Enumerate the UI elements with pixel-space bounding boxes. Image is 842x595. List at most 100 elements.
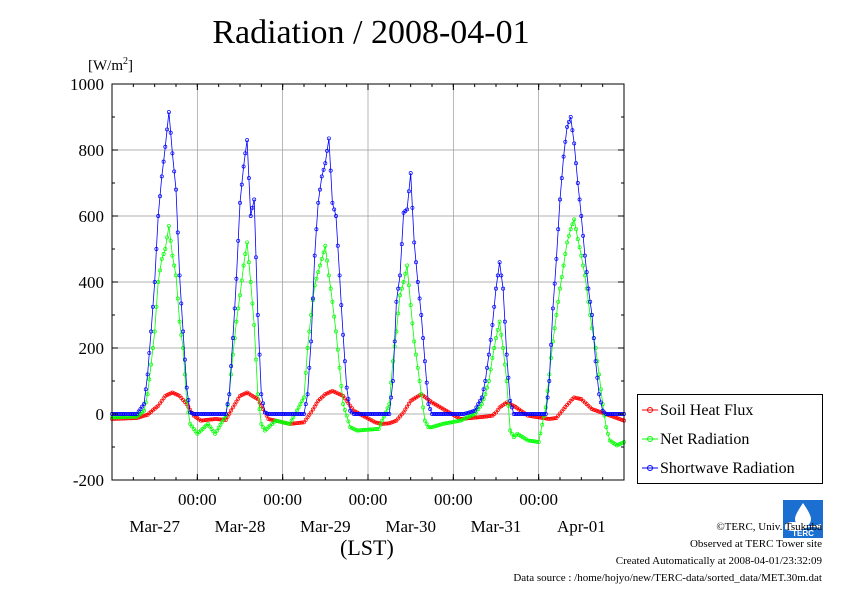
data-point (454, 419, 459, 424)
data-point (166, 392, 171, 397)
data-point (310, 296, 315, 301)
data-point (474, 415, 479, 420)
data-point (229, 372, 234, 377)
data-point (616, 416, 621, 421)
data-point (538, 431, 543, 436)
data-point (362, 427, 367, 432)
data-point (335, 391, 340, 396)
y-tick-label: -200 (73, 471, 104, 490)
data-point (190, 424, 194, 429)
data-point (488, 413, 493, 418)
data-point (266, 412, 271, 416)
data-point (467, 410, 472, 415)
series-layer (110, 110, 626, 448)
data-point (497, 260, 502, 265)
data-point (332, 314, 337, 319)
data-point (485, 385, 490, 390)
data-point (371, 427, 376, 432)
data-point (483, 392, 488, 397)
data-point (469, 409, 474, 414)
data-point (595, 409, 600, 413)
data-point (412, 240, 417, 245)
footer-copyright: ©TERC, Univ. Tsukuba (716, 521, 822, 533)
data-point (339, 303, 344, 308)
data-point (593, 359, 598, 364)
data-point (218, 412, 223, 416)
data-point (284, 412, 289, 416)
data-point (348, 425, 353, 430)
data-point (453, 419, 458, 424)
data-point (485, 414, 490, 419)
data-point (533, 412, 538, 416)
data-point (344, 385, 349, 390)
y-tick-label: 200 (79, 339, 105, 358)
data-point (399, 286, 404, 291)
data-point (355, 412, 360, 416)
data-point (222, 412, 226, 416)
data-point (410, 205, 415, 210)
data-point (618, 417, 623, 422)
data-point (547, 379, 552, 383)
data-point (419, 392, 424, 397)
data-point (300, 412, 305, 416)
data-point (458, 412, 463, 416)
data-point (380, 418, 385, 423)
data-point (124, 412, 129, 416)
data-point (326, 136, 331, 141)
data-point (161, 252, 166, 256)
data-point (378, 422, 383, 427)
data-point (250, 205, 255, 210)
data-point (410, 321, 415, 326)
data-point (590, 313, 594, 317)
data-point (382, 421, 386, 426)
data-point (474, 405, 479, 410)
data-point (444, 421, 449, 426)
data-point (582, 253, 587, 258)
data-point (257, 407, 262, 412)
data-point (310, 407, 315, 412)
data-point (335, 347, 340, 352)
data-point (463, 411, 468, 416)
data-point (174, 187, 178, 192)
data-point (245, 138, 250, 143)
data-point (300, 420, 305, 425)
data-point (126, 412, 130, 416)
data-point (417, 379, 422, 383)
data-point (179, 332, 184, 337)
data-point (326, 273, 331, 278)
x-tick-label-date: Mar-29 (300, 517, 351, 536)
data-point (154, 247, 159, 251)
data-point (303, 370, 308, 375)
data-point (305, 392, 310, 397)
data-point (159, 174, 164, 179)
data-point (486, 414, 491, 419)
data-point (158, 401, 162, 406)
data-point (337, 365, 342, 370)
y-tick-label: 400 (79, 273, 105, 292)
data-point (531, 412, 536, 416)
data-point (273, 418, 278, 423)
data-point (188, 410, 193, 415)
data-point (302, 420, 306, 425)
data-point (181, 346, 186, 350)
data-point (499, 332, 504, 337)
data-point (550, 306, 555, 311)
data-point (566, 233, 571, 238)
data-point (417, 296, 422, 301)
data-point (230, 405, 235, 410)
data-point (534, 439, 539, 444)
data-point (175, 296, 180, 301)
data-point (510, 431, 514, 436)
logo-text: TERC (792, 529, 814, 538)
data-point (131, 412, 136, 416)
data-point (527, 438, 532, 443)
data-point (371, 412, 376, 416)
data-point (165, 235, 170, 240)
data-point (227, 392, 232, 397)
data-point (550, 416, 555, 421)
data-point (597, 409, 602, 414)
data-point (252, 197, 257, 202)
data-point (378, 412, 383, 416)
data-point (421, 405, 426, 410)
data-point (424, 421, 429, 426)
